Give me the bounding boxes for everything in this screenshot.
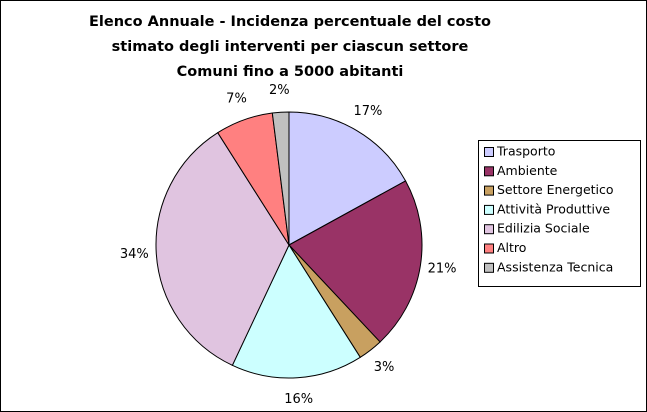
legend-swatch xyxy=(484,262,494,273)
data-label: 34% xyxy=(120,247,149,262)
legend-swatch xyxy=(484,185,494,196)
data-label: 3% xyxy=(374,360,395,375)
legend-label: Trasporto xyxy=(496,144,555,159)
legend-label: Edilizia Sociale xyxy=(497,221,590,236)
data-label: 16% xyxy=(284,392,313,407)
legend-label: Altro xyxy=(497,240,526,255)
pie-slice xyxy=(288,180,423,343)
legend-swatch xyxy=(484,204,494,215)
legend-swatch xyxy=(484,166,494,177)
data-label: 17% xyxy=(353,104,382,119)
pie-slice xyxy=(155,132,290,367)
data-label: 21% xyxy=(428,262,457,277)
legend-label: Ambiente xyxy=(497,163,558,178)
data-label: 2% xyxy=(269,83,290,98)
legend-swatch xyxy=(484,243,494,254)
legend-label: Assistenza Tecnica xyxy=(497,259,613,274)
pie-slice xyxy=(231,243,361,379)
legend-label: Attività Produttive xyxy=(497,201,610,216)
chart-title: Elenco Annuale - Incidenza percentuale d… xyxy=(89,14,491,30)
chart-title: Comuni fino a 5000 abitanti xyxy=(177,64,404,80)
chart-title: stimato degli interventi per ciascun set… xyxy=(112,39,469,55)
pie-slice xyxy=(288,111,407,246)
pie-slice xyxy=(271,111,290,246)
data-label: 7% xyxy=(226,92,247,107)
legend-swatch xyxy=(484,147,494,157)
legend-label: Settore Energetico xyxy=(497,182,614,197)
legend-swatch xyxy=(484,224,494,235)
legend-box xyxy=(478,140,641,287)
